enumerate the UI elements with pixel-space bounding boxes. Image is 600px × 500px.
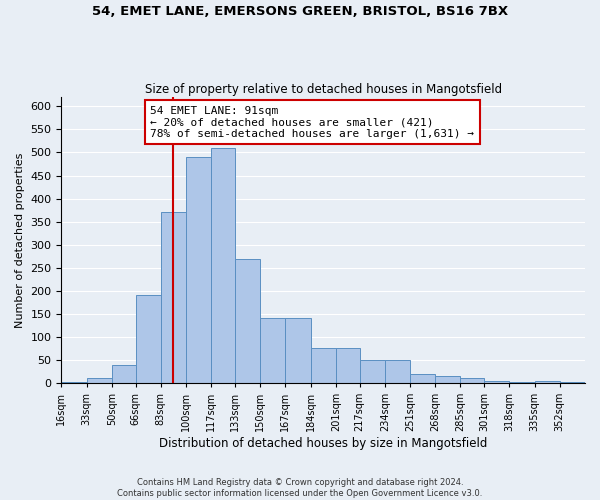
Bar [235, 258, 260, 383]
Bar [535, 380, 560, 383]
Bar [211, 148, 235, 383]
X-axis label: Distribution of detached houses by size in Mangotsfield: Distribution of detached houses by size … [159, 437, 487, 450]
Bar [112, 364, 136, 383]
Bar [161, 212, 186, 383]
Bar [186, 157, 211, 383]
Bar [311, 348, 336, 383]
Bar [260, 318, 286, 383]
Bar [435, 376, 460, 383]
Bar [359, 360, 385, 383]
Bar [410, 374, 435, 383]
Bar [460, 378, 484, 383]
Bar [336, 348, 359, 383]
Bar [560, 382, 585, 383]
Bar [86, 378, 112, 383]
Y-axis label: Number of detached properties: Number of detached properties [15, 152, 25, 328]
Bar [484, 380, 509, 383]
Text: 54 EMET LANE: 91sqm
← 20% of detached houses are smaller (421)
78% of semi-detac: 54 EMET LANE: 91sqm ← 20% of detached ho… [151, 106, 475, 139]
Bar [509, 382, 535, 383]
Text: Contains HM Land Registry data © Crown copyright and database right 2024.
Contai: Contains HM Land Registry data © Crown c… [118, 478, 482, 498]
Title: Size of property relative to detached houses in Mangotsfield: Size of property relative to detached ho… [145, 83, 502, 96]
Bar [385, 360, 410, 383]
Bar [286, 318, 311, 383]
Bar [61, 382, 86, 383]
Text: 54, EMET LANE, EMERSONS GREEN, BRISTOL, BS16 7BX: 54, EMET LANE, EMERSONS GREEN, BRISTOL, … [92, 5, 508, 18]
Bar [136, 296, 161, 383]
